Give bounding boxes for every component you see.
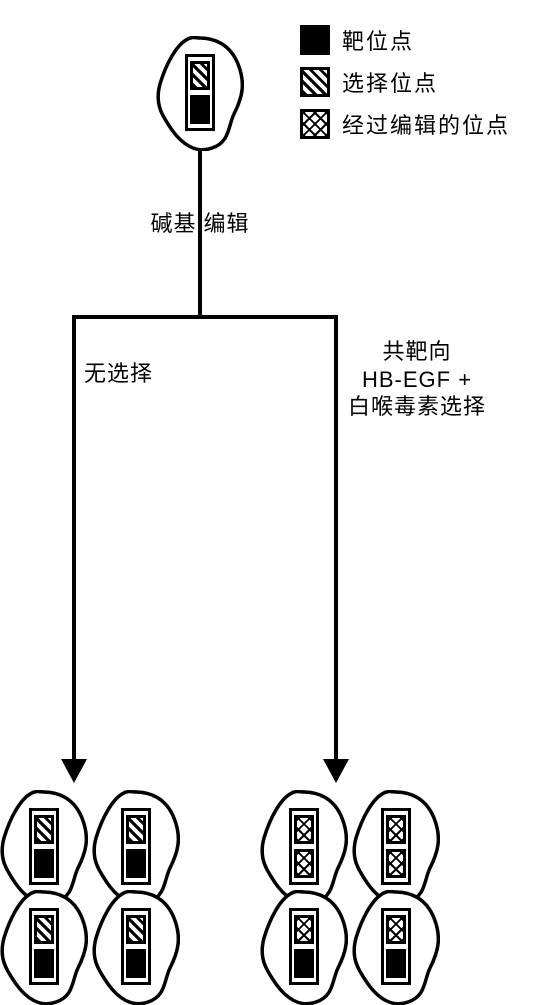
arrow-right-stem (334, 315, 338, 763)
diag-site-icon (126, 815, 146, 844)
cross-site-icon (294, 849, 314, 878)
legend-row-select: 选择位点 (300, 66, 510, 98)
sites-container (381, 908, 411, 985)
select-site-icon (300, 67, 330, 97)
sites-container (121, 908, 151, 985)
cell (92, 890, 180, 1005)
cell (352, 890, 440, 1005)
diag-site-icon (34, 815, 54, 844)
solid-site-icon (34, 949, 54, 978)
cell (92, 790, 180, 905)
label-text: HB-EGF + (348, 366, 486, 394)
solid-site-icon (294, 949, 314, 978)
legend-label: 选择位点 (342, 66, 438, 98)
cross-site-icon (294, 815, 314, 844)
cross-site-icon (386, 849, 406, 878)
cross-site-icon (294, 915, 314, 944)
cross-site-icon (386, 815, 406, 844)
sites-container (29, 908, 59, 985)
label-text: 碱基 编辑 (150, 211, 249, 236)
cell (156, 36, 244, 151)
legend-row-target: 靶位点 (300, 24, 510, 56)
label-text: 共靶向 (348, 338, 486, 366)
sites-container (29, 808, 59, 885)
diag-site-icon (34, 915, 54, 944)
solid-site-icon (126, 849, 146, 878)
label-text: 无选择 (84, 361, 153, 386)
label-text: 白喉毒素选择 (348, 393, 486, 421)
solid-site-icon (126, 949, 146, 978)
solid-site-icon (34, 849, 54, 878)
cell (260, 890, 348, 1005)
legend: 靶位点 选择位点 经过编辑的位点 (300, 24, 510, 150)
cross-site-icon (386, 915, 406, 944)
legend-label: 靶位点 (342, 24, 414, 56)
sites-container (289, 908, 319, 985)
sites-container (121, 808, 151, 885)
cell (0, 790, 88, 905)
sites-container (381, 808, 411, 885)
cell (260, 790, 348, 905)
label-base-edit: 碱基 编辑 (140, 210, 260, 238)
target-site-icon (300, 25, 330, 55)
solid-site-icon (386, 949, 406, 978)
legend-row-edited: 经过编辑的位点 (300, 108, 510, 140)
arrow-left-stem (72, 315, 76, 763)
cell (352, 790, 440, 905)
solid-site-icon (190, 95, 210, 124)
arrow-horizontal-bar (72, 315, 338, 319)
label-cotarget: 共靶向 HB-EGF + 白喉毒素选择 (348, 338, 486, 421)
diag-site-icon (190, 61, 210, 90)
diag-site-icon (126, 915, 146, 944)
cluster-cotarget (240, 770, 440, 1000)
cell (0, 890, 88, 1005)
cluster-no-selection (0, 770, 180, 1000)
sites-container (289, 808, 319, 885)
sites-container (185, 54, 215, 131)
legend-label: 经过编辑的位点 (342, 108, 510, 140)
label-no-selection: 无选择 (84, 360, 153, 388)
edited-site-icon (300, 109, 330, 139)
